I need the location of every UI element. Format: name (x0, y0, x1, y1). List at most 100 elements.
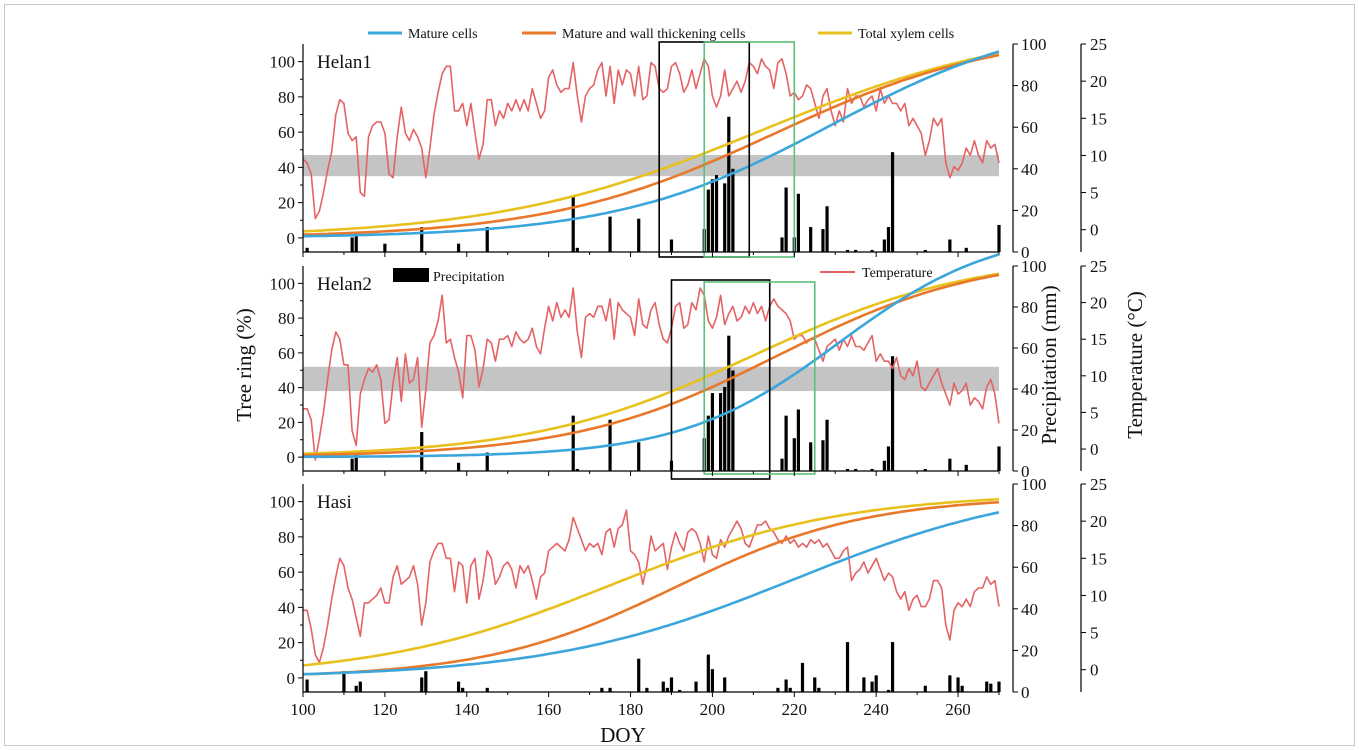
precip-bar (825, 419, 829, 471)
temp-tick-label: 0 (1090, 440, 1099, 459)
precip-bar (854, 468, 858, 471)
precip-bar (485, 227, 489, 252)
ring-tick-label: 80 (278, 88, 295, 107)
precip-bar (854, 249, 858, 252)
precip-bar (420, 227, 424, 252)
ring-tick-label: 100 (270, 274, 296, 293)
precip-bar (706, 654, 710, 692)
precip-bar (571, 195, 575, 252)
panel-title: Helan2 (317, 274, 372, 295)
precip-bar (694, 681, 698, 692)
precip-bar (923, 468, 927, 471)
temp-tick-label: 25 (1090, 35, 1107, 54)
precip-bar (870, 468, 874, 471)
precip-bar (600, 687, 604, 692)
temp-tick-label: 20 (1090, 294, 1107, 313)
legend-wall-label: Mature and wall thickening cells (562, 27, 746, 42)
precip-bar (485, 687, 489, 692)
precip-bar (886, 689, 891, 692)
precip-bar (890, 152, 895, 252)
precip-bar (706, 189, 710, 252)
precip-bar (342, 671, 346, 692)
precip-tick-label: 20 (1021, 201, 1038, 220)
temp-tick-label: 5 (1090, 184, 1099, 203)
temp-tick-label: 15 (1090, 109, 1107, 128)
precip-bar (809, 227, 813, 252)
total-cells-curve (302, 52, 1000, 233)
ring-tick-label: 40 (278, 158, 295, 177)
precip-bars (305, 642, 1001, 692)
y-axis-title-precip: Precipitation (mm) (1037, 285, 1061, 444)
precip-bar (420, 677, 424, 692)
window-green (703, 41, 796, 258)
precip-bar (305, 679, 309, 692)
temp-tick-label: 0 (1090, 221, 1099, 240)
precip-bar (796, 409, 800, 471)
precip-bar (710, 669, 715, 692)
precip-bar (874, 675, 878, 692)
precip-tick-label: 100 (1021, 35, 1047, 54)
precip-bar (960, 685, 964, 692)
temp-tick-label: 20 (1090, 72, 1107, 91)
precip-bar (727, 335, 731, 471)
precip-tick-label: 80 (1021, 298, 1038, 317)
precip-bar (608, 216, 612, 252)
precip-bar (813, 677, 817, 692)
x-tick-label: 240 (863, 700, 889, 719)
panel-title: Hasi (317, 492, 352, 513)
precip-bar (485, 452, 489, 471)
legend-precip-swatch (393, 268, 429, 282)
precip-bar (350, 458, 354, 471)
precip-bar (809, 442, 813, 471)
ring-tick-label: 0 (287, 669, 296, 688)
precip-bar (723, 677, 727, 692)
precip-bar (890, 356, 895, 471)
precip-bar (456, 462, 461, 471)
y-axis-title-temp: Temperature (°C) (1123, 291, 1147, 438)
precip-bar (845, 468, 850, 471)
temp-tick-label: 25 (1090, 257, 1107, 276)
precip-bar (845, 249, 850, 252)
precip-bar (886, 446, 891, 471)
ring-tick-label: 0 (287, 448, 296, 467)
precip-bar (989, 683, 993, 692)
precip-bar (821, 229, 825, 252)
temp-tick-label: 5 (1090, 403, 1099, 422)
precip-bar (714, 175, 719, 252)
precip-bar (354, 454, 358, 471)
legend-top: Mature cells Mature and wall thickening … (368, 27, 954, 42)
precip-bar (890, 642, 895, 692)
temp-tick-label: 20 (1090, 512, 1107, 531)
precip-bar (923, 249, 927, 252)
precip-bar (665, 687, 669, 692)
precip-bar (956, 677, 960, 692)
panels: 0204060801000204060801000510152025Helan1… (270, 35, 1108, 719)
panel-hasi: 0 20 40 60 80 100 0 20 40 60 80 100 0 5 10 15 20 25 100 120… (270, 475, 1108, 719)
precip-tick-label: 40 (1021, 380, 1038, 399)
temp-tick-label: 15 (1090, 549, 1107, 568)
precip-bar (948, 675, 952, 692)
precip-bar (997, 224, 1001, 252)
precip-bar (354, 235, 358, 252)
precip-bar (800, 662, 805, 692)
precip-bar (710, 179, 715, 252)
precip-tick-label: 40 (1021, 160, 1038, 179)
precip-bar (719, 393, 723, 471)
ring-tick-label: 20 (278, 413, 295, 432)
precip-bar (948, 239, 952, 252)
temp-tick-label: 25 (1090, 475, 1107, 494)
ring-tick-label: 20 (278, 194, 295, 213)
precip-bar (792, 438, 796, 471)
precip-bar (424, 671, 428, 692)
x-tick-label: 160 (536, 700, 562, 719)
total-cells-curve (302, 497, 1000, 667)
x-tick-label: 200 (700, 700, 726, 719)
precip-tick-label: 100 (1021, 257, 1047, 276)
ring-tick-label: 100 (270, 53, 296, 72)
precip-bar (796, 193, 800, 252)
x-tick-label: 220 (782, 700, 808, 719)
legend-panel2: Precipitation Temperature (393, 266, 933, 285)
precip-bar (862, 677, 866, 692)
precip-tick-label: 20 (1021, 421, 1038, 440)
wall-cells-curve (302, 53, 1000, 236)
